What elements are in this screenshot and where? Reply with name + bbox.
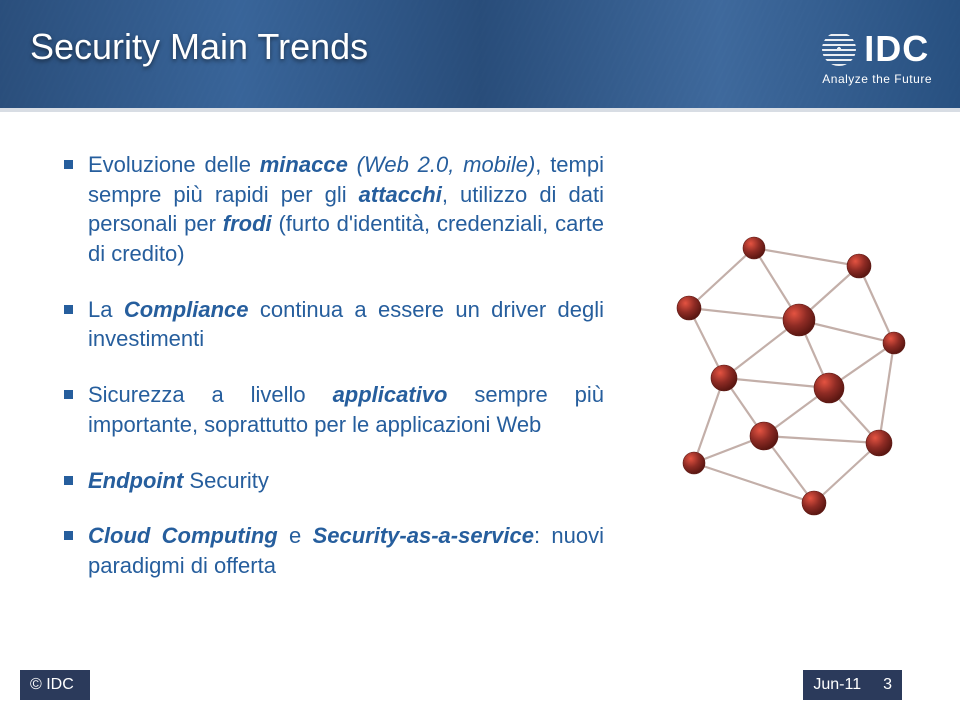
- footer-right: Jun-11 3: [803, 670, 902, 700]
- footer-gutter: [0, 700, 960, 720]
- footer: © IDC Jun-11 3: [0, 670, 960, 700]
- network-svg: [654, 228, 924, 528]
- bullet-item-2: La Compliance continua a essere un drive…: [64, 295, 604, 354]
- footer-page: 3: [883, 676, 892, 694]
- logo-text: IDC: [864, 28, 929, 70]
- footer-copyright: © IDC: [20, 670, 90, 700]
- bullet-item-4: Endpoint Security: [64, 466, 604, 496]
- slide: Security Main Trends IDC Analyze the Fut…: [0, 0, 960, 720]
- bullet-item-5: Cloud Computing e Security-as-a-service:…: [64, 521, 604, 580]
- header-divider: [0, 108, 960, 112]
- page-title: Security Main Trends: [30, 26, 368, 68]
- bullet-item-3: Sicurezza a livello applicativo sempre p…: [64, 380, 604, 439]
- network-graphic: [654, 228, 924, 528]
- bullet-list: Evoluzione delle minacce (Web 2.0, mobil…: [64, 150, 604, 581]
- bullet-item-1: Evoluzione delle minacce (Web 2.0, mobil…: [64, 150, 604, 269]
- idc-logo: IDC Analyze the Future: [822, 28, 932, 86]
- content-area: Evoluzione delle minacce (Web 2.0, mobil…: [64, 150, 604, 607]
- footer-date: Jun-11: [813, 676, 861, 694]
- logo-tagline: Analyze the Future: [822, 72, 932, 86]
- globe-icon: [822, 32, 856, 66]
